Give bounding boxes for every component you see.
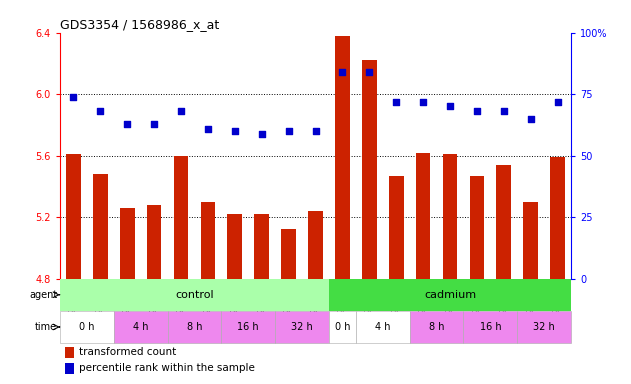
Bar — [356, 311, 410, 343]
Bar — [120, 208, 134, 279]
Point — [472, 108, 482, 114]
Point — [498, 108, 509, 114]
Text: 4 h: 4 h — [133, 322, 148, 332]
Text: 0 h: 0 h — [79, 322, 95, 332]
Point — [418, 98, 428, 104]
Point — [364, 69, 374, 75]
Bar — [65, 363, 74, 374]
Bar — [114, 311, 168, 343]
Point — [526, 116, 536, 122]
Text: 8 h: 8 h — [187, 322, 202, 332]
Point — [391, 98, 401, 104]
Point — [230, 128, 240, 134]
Point — [203, 126, 213, 132]
Bar — [60, 279, 329, 311]
Text: 32 h: 32 h — [291, 322, 313, 332]
Bar — [463, 311, 517, 343]
Bar — [469, 175, 485, 279]
Bar — [221, 311, 275, 343]
Text: 0 h: 0 h — [334, 322, 350, 332]
Bar — [335, 36, 350, 279]
Bar — [281, 230, 296, 279]
Bar — [227, 214, 242, 279]
Bar — [329, 311, 356, 343]
Text: percentile rank within the sample: percentile rank within the sample — [80, 363, 256, 373]
Point — [283, 128, 293, 134]
Bar — [275, 311, 329, 343]
Bar — [60, 311, 114, 343]
Bar — [254, 214, 269, 279]
Bar — [416, 152, 430, 279]
Point — [176, 108, 186, 114]
Point — [149, 121, 159, 127]
Text: time: time — [35, 322, 57, 332]
Bar — [201, 202, 215, 279]
Point — [553, 98, 563, 104]
Bar — [410, 311, 463, 343]
Text: 32 h: 32 h — [533, 322, 555, 332]
Text: 8 h: 8 h — [429, 322, 444, 332]
Bar — [66, 154, 81, 279]
Point — [95, 108, 105, 114]
Bar — [93, 174, 108, 279]
Text: cadmium: cadmium — [424, 290, 476, 300]
Text: control: control — [175, 290, 214, 300]
Bar — [517, 311, 571, 343]
Bar — [497, 165, 511, 279]
Point — [257, 131, 267, 137]
Bar — [523, 202, 538, 279]
Bar — [65, 347, 74, 358]
Bar — [146, 205, 162, 279]
Bar — [442, 154, 457, 279]
Bar — [174, 156, 189, 279]
Point — [122, 121, 133, 127]
Bar — [168, 311, 221, 343]
Text: transformed count: transformed count — [80, 347, 177, 357]
Text: 16 h: 16 h — [237, 322, 259, 332]
Text: GDS3354 / 1568986_x_at: GDS3354 / 1568986_x_at — [60, 18, 219, 31]
Bar — [389, 175, 404, 279]
Point — [445, 103, 455, 109]
Text: 4 h: 4 h — [375, 322, 391, 332]
Text: agent: agent — [29, 290, 57, 300]
Bar — [308, 211, 323, 279]
Bar — [362, 60, 377, 279]
Bar — [550, 157, 565, 279]
Point — [68, 94, 78, 100]
Point — [338, 69, 348, 75]
Text: 16 h: 16 h — [480, 322, 501, 332]
Bar — [329, 279, 571, 311]
Point — [310, 128, 321, 134]
